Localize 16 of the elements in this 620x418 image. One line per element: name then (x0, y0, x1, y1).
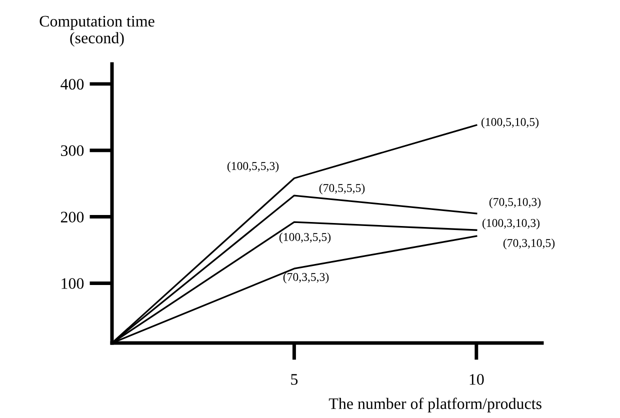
annotation: (100,3,10,3) (482, 218, 540, 230)
x-tick-label: 5 (291, 374, 298, 385)
annotation: (70,5,5,5) (319, 184, 365, 194)
y-tick-label: 300 (61, 145, 84, 156)
y-axis-title: Computation time (second) (40, 16, 154, 47)
y-tick-label: 400 (60, 78, 84, 90)
x-axis-title: The number of platform/products (328, 398, 542, 412)
annotation: (70,3,5,3) (283, 272, 329, 284)
annotation: (100,3,5,5) (279, 232, 331, 244)
y-tick-label: 200 (60, 212, 84, 222)
annotation: (100,5,10,5) (482, 118, 538, 128)
annotation: (70,3,10,5) (503, 238, 555, 250)
x-tick-label: 10 (470, 374, 484, 385)
annotation: (100,5,5,3) (227, 162, 279, 172)
y-tick-label: 100 (62, 278, 84, 289)
annotation: (70,5,10,3) (489, 198, 541, 208)
